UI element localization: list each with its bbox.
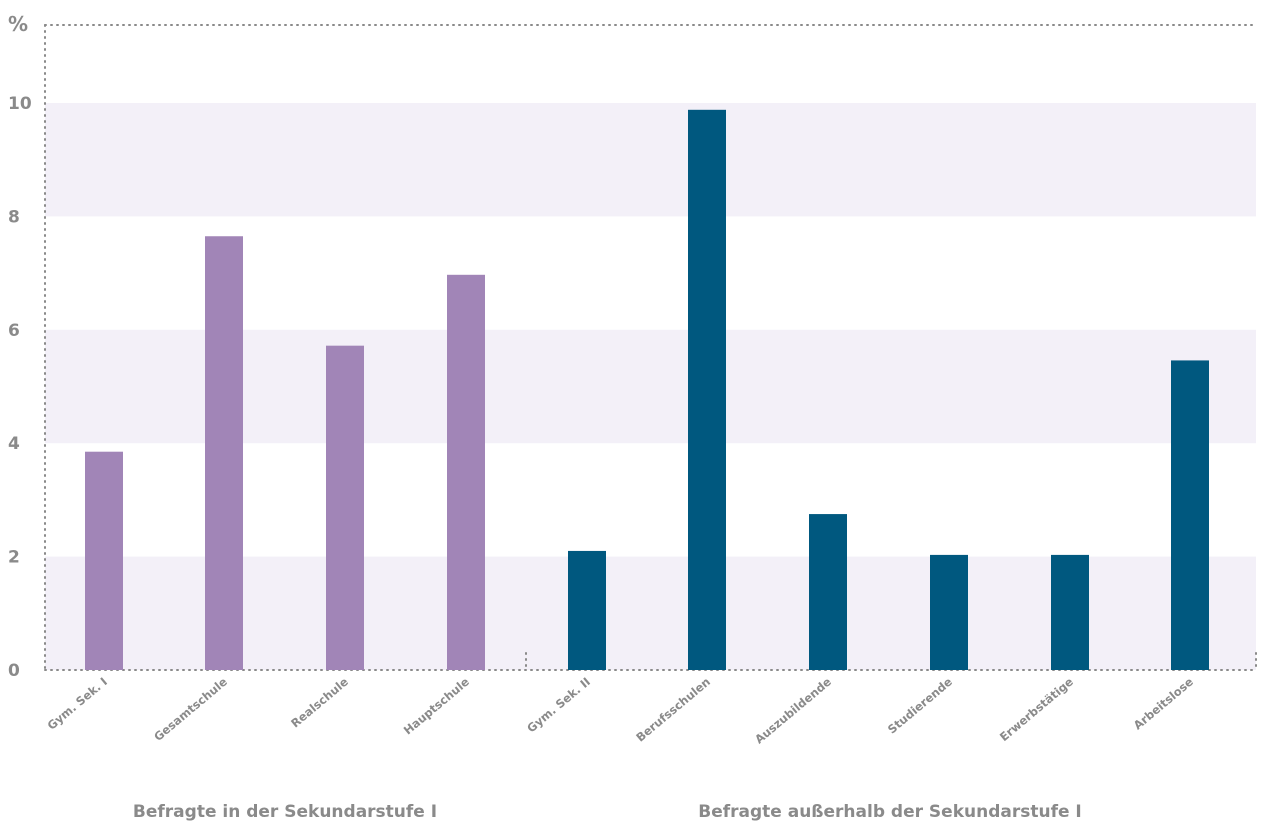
y-tick-label: 6 (8, 321, 20, 341)
bar (1171, 360, 1209, 670)
bar (447, 274, 485, 670)
x-tick-label: Erwerbstätige (997, 674, 1076, 744)
y-tick-label: 10 (8, 94, 32, 114)
grid-band (45, 103, 1256, 217)
x-tick-label: Arbeitslose (1131, 674, 1196, 732)
bar (85, 451, 123, 670)
group-label: Befragte in der Sekundarstufe I (133, 802, 437, 822)
x-tick-label: Hauptschule (401, 674, 472, 737)
y-tick-label: 2 (8, 548, 20, 568)
group-label: Befragte außerhalb der Sekundarstufe I (698, 802, 1082, 822)
bar (205, 236, 243, 670)
x-tick-label: Berufsschulen (633, 675, 713, 745)
grid-band (45, 329, 1256, 444)
y-axis-title: % (8, 12, 28, 36)
x-tick-labels: Gym. Sek. I Gesamtschule Realschule Hauptsc… (44, 674, 1196, 746)
x-tick-label: Realschule (288, 674, 351, 730)
bar (688, 109, 726, 670)
bar (809, 514, 847, 670)
bar (930, 554, 968, 670)
y-tick-label: 0 (8, 661, 20, 681)
x-tick-label: Studierende (885, 674, 955, 736)
bars (85, 109, 1209, 670)
bar (1051, 554, 1089, 670)
x-tick-label: Gym. Sek. I (44, 675, 109, 733)
y-tick-label: 8 (8, 207, 20, 227)
y-tick-labels: 0 2 4 6 8 10 (8, 94, 32, 681)
x-tick-label: Gesamtschule (151, 674, 230, 743)
group-labels: Befragte in der Sekundarstufe I Befragte … (133, 802, 1082, 822)
bar (326, 345, 364, 670)
x-tick-label: Auszubildende (752, 674, 834, 746)
x-tick-label: Gym. Sek. II (524, 675, 593, 736)
bar (568, 550, 606, 670)
y-tick-label: 4 (8, 434, 20, 454)
